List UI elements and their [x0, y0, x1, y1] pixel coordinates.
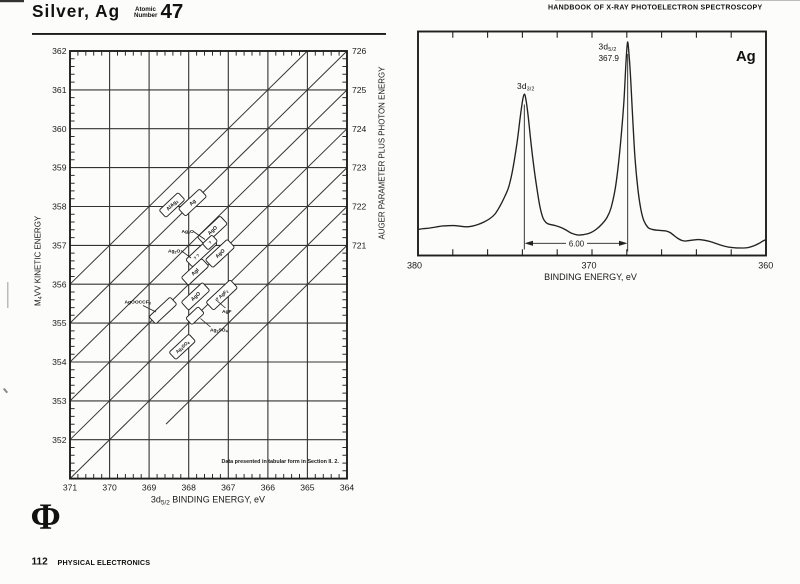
svg-text:? ?: ? ?	[193, 252, 201, 260]
svg-text:AgO: AgO	[207, 225, 219, 237]
svg-text:Number: Number	[134, 12, 158, 19]
svg-text:6.00: 6.00	[569, 239, 585, 248]
svg-text:Silver, Ag: Silver, Ag	[32, 1, 120, 21]
svg-text:357: 357	[52, 241, 67, 251]
svg-text:Ag2O: Ag2O	[168, 249, 181, 255]
svg-text:360: 360	[52, 124, 67, 134]
svg-text:AUGER PARAMETER PLUS PHOTON EN: AUGER PARAMETER PLUS PHOTON ENERGY	[378, 66, 387, 240]
svg-text:3d5/2 BINDING ENERGY, eV: 3d5/2 BINDING ENERGY, eV	[151, 495, 265, 507]
svg-text:AgO: AgO	[214, 248, 226, 260]
svg-text:365: 365	[300, 483, 315, 493]
svg-text:AgI: AgI	[190, 267, 201, 277]
svg-text:356: 356	[52, 279, 67, 289]
svg-text:BINDING ENERGY, eV: BINDING ENERGY, eV	[544, 272, 637, 282]
svg-text:?: ?	[207, 240, 213, 246]
svg-text:353: 353	[52, 396, 67, 406]
svg-text:Ag: Ag	[736, 49, 756, 65]
svg-text:AgOOCCF3: AgOOCCF3	[125, 300, 151, 306]
svg-text:Ag2O: Ag2O	[182, 229, 195, 235]
svg-text:366: 366	[261, 483, 276, 493]
svg-text:722: 722	[352, 202, 367, 212]
svg-text:358: 358	[52, 202, 67, 212]
svg-text:364: 364	[340, 483, 355, 493]
svg-text:370: 370	[581, 261, 596, 271]
svg-text:360: 360	[758, 261, 773, 271]
svg-text:361: 361	[52, 85, 67, 95]
svg-text:354: 354	[52, 357, 67, 367]
svg-text:3d5/2: 3d5/2	[599, 42, 617, 53]
svg-text:M4VV KINETIC ENERGY: M4VV KINETIC ENERGY	[34, 215, 44, 306]
svg-text:Ag: Ag	[188, 199, 197, 208]
svg-text:Ag2SO4: Ag2SO4	[210, 328, 228, 334]
svg-text:721: 721	[352, 241, 367, 251]
svg-text:359: 359	[52, 163, 67, 173]
svg-text:3d3/2: 3d3/2	[517, 81, 535, 92]
svg-text:355: 355	[52, 318, 67, 328]
svg-text:367.9: 367.9	[599, 54, 620, 63]
svg-text:Φ: Φ	[31, 496, 61, 537]
svg-text:371: 371	[63, 483, 78, 493]
svg-text:352: 352	[52, 435, 67, 445]
svg-text:368: 368	[182, 483, 197, 493]
svg-text:725: 725	[352, 85, 367, 95]
svg-text:367: 367	[221, 483, 236, 493]
svg-text:HANDBOOK OF X-RAY PHOTOELECTRO: HANDBOOK OF X-RAY PHOTOELECTRON SPECTROS…	[548, 5, 763, 12]
svg-text:724: 724	[352, 124, 367, 134]
svg-text:AgF: AgF	[222, 309, 232, 315]
svg-text:Atomic: Atomic	[135, 6, 157, 13]
svg-text:AgO: AgO	[190, 291, 202, 303]
svg-text:370: 370	[102, 483, 117, 493]
svg-text:362: 362	[52, 46, 67, 56]
svg-text:112: 112	[32, 556, 49, 567]
svg-text:47: 47	[161, 0, 184, 23]
svg-text:380: 380	[407, 261, 422, 271]
svg-text:723: 723	[352, 163, 367, 173]
svg-text:726: 726	[352, 46, 367, 56]
svg-text:PHYSICAL ELECTRONICS: PHYSICAL ELECTRONICS	[58, 558, 151, 567]
svg-text:369: 369	[142, 483, 157, 493]
svg-text:Data presented in tabular form: Data presented in tabular form in Sectio…	[222, 459, 340, 465]
